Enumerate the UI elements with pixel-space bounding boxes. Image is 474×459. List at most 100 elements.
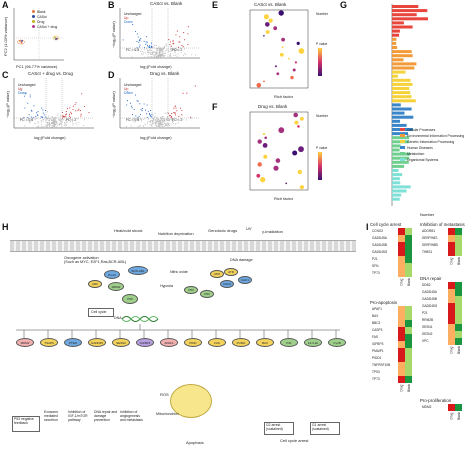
volcano-d-point [182, 119, 184, 121]
volcano-c-point [30, 109, 32, 111]
node-p53: P53 [122, 294, 138, 304]
panel-b-legend-up: Up [124, 16, 129, 20]
volcano-b-point [152, 53, 154, 55]
panel-e-dotplot [249, 9, 309, 89]
heatmap-cell [405, 362, 412, 369]
heatmap-cell [448, 289, 455, 296]
dotplot-f-dot [299, 185, 304, 190]
volcano-c-point [51, 126, 54, 128]
volcano-b-point [155, 54, 157, 56]
node-p53-b: P53 [184, 286, 198, 294]
volcano-c-point [48, 119, 50, 121]
volcano-b-point [171, 49, 173, 51]
heatmap-cell [405, 320, 412, 327]
node-atm: ATM [210, 270, 224, 278]
dotplot-e-dot [256, 82, 262, 88]
volcano-b-point [185, 54, 187, 56]
legend-swatch-cellular [400, 128, 405, 131]
dotplot-f-dot [260, 177, 266, 183]
volcano-d-point [133, 117, 135, 119]
panel-e-color-legend: P value [316, 42, 328, 46]
panel-b-volcano [119, 8, 200, 59]
volcano-b-point [161, 51, 163, 53]
volcano-d-point [140, 120, 142, 122]
panel-c-fc-left: FC = 0.5 [20, 118, 34, 122]
volcano-c-point [80, 115, 82, 117]
volcano-d-point [156, 122, 158, 124]
volcano-d-point [133, 108, 135, 111]
dotplot-f-dot [297, 125, 300, 128]
volcano-c-point [28, 118, 30, 120]
heatmap-gene-label: P21 [372, 257, 378, 261]
volcano-c-point [46, 118, 48, 120]
legend-label-blank: Blank [37, 9, 46, 14]
volcano-c-point [47, 117, 49, 119]
volcano-b-point [175, 34, 177, 36]
heatmap-cell [398, 235, 405, 242]
volcano-d-point [147, 120, 149, 123]
panel-e-xlabel: Rich factor [274, 94, 294, 99]
volcano-c-point [44, 114, 46, 116]
volcano-b-point [195, 54, 197, 56]
volcano-c-point [78, 108, 80, 110]
volcano-c-point [24, 125, 26, 127]
panel-b-letter: B [108, 0, 115, 10]
heatmap-cell [455, 249, 462, 256]
hypoxia: Hypoxia [160, 284, 173, 288]
volcano-d-point [127, 91, 129, 93]
heatmap-cell [405, 334, 412, 341]
volcano-d-point [166, 118, 168, 120]
volcano-b-point [150, 45, 153, 47]
volcano-d-point [153, 117, 155, 119]
volcano-b-point [184, 52, 186, 54]
volcano-d-point [143, 103, 145, 105]
heatmap-col-label: Blank [456, 346, 461, 354]
volcano-d-point [156, 119, 158, 121]
heatmap-cell [405, 327, 412, 334]
heatmap-gene-label: BAX [372, 314, 379, 318]
volcano-b-point [158, 51, 160, 54]
volcano-d-point [156, 121, 158, 123]
heatmap-cell [448, 317, 455, 324]
nitric-oxide: Nitric oxide [170, 270, 188, 274]
volcano-d-point [133, 120, 135, 123]
dotplot-f-dot [257, 139, 262, 144]
heatmap-gene-label: SESN2 [422, 332, 433, 336]
bar-g [392, 21, 404, 25]
volcano-b-point [139, 44, 141, 46]
volcano-c-point [39, 118, 41, 120]
volcano-b-point [140, 38, 142, 40]
legend-label-disease: Human Diseases [407, 145, 433, 150]
heatmap-cell [398, 327, 405, 334]
volcano-c-point [48, 115, 50, 117]
volcano-b-point [143, 40, 145, 42]
volcano-d-point [174, 114, 177, 116]
heatmap-cell [448, 235, 455, 242]
volcano-c-point [81, 93, 83, 95]
volcano-d-point [166, 115, 168, 117]
volcano-d-point [151, 119, 153, 121]
volcano-c-point [53, 119, 55, 122]
bar-g [392, 181, 401, 185]
volcano-c-point [77, 110, 79, 112]
volcano-b-point [176, 48, 178, 50]
bar-g [392, 54, 413, 58]
bar-g [392, 41, 397, 45]
volcano-c-point [65, 111, 67, 113]
heatmap-title: Inhibition of metastasis [420, 222, 465, 227]
volcano-b-point [176, 55, 178, 57]
volcano-d-point [167, 125, 169, 127]
volcano-b-point [143, 56, 145, 58]
volcano-c-point [47, 126, 49, 128]
volcano-c-point [54, 125, 56, 127]
heatmap-gene-label: GADD45G [372, 250, 388, 254]
volcano-d-point [141, 118, 143, 120]
heatmap-cell [398, 376, 405, 383]
bar-g [392, 193, 402, 197]
heatmap-col-label: Drug [399, 384, 404, 392]
panel-c-legend-down: Down [18, 91, 27, 95]
volcano-d-point [172, 120, 174, 122]
volcano-d-point [135, 94, 137, 96]
volcano-b-point [163, 47, 165, 49]
volcano-b-point [150, 46, 152, 48]
